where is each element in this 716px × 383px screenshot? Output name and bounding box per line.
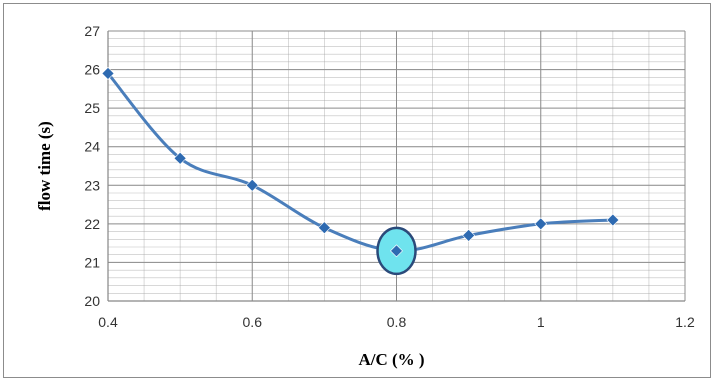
- chart-area: 20 21 22 23 24 25 26 27 0.4 0.6 0.8 1 1.2 A/C (% ) flo…: [3, 3, 711, 378]
- x-axis-title: A/C (% ): [358, 350, 424, 369]
- data-point: [101, 67, 115, 80]
- data-point: [390, 244, 403, 258]
- data-point: [462, 229, 476, 242]
- data-point: [245, 178, 259, 192]
- data-point: [606, 213, 620, 227]
- x-tick-label: 0.6: [243, 314, 263, 330]
- y-tick-label: 22: [84, 216, 100, 232]
- data-point: [534, 217, 548, 231]
- y-tick-label: 24: [84, 139, 100, 155]
- y-tick-label: 20: [84, 293, 100, 309]
- labels: 20 21 22 23 24 25 26 27 0.4 0.6 0.8 1 1.2 A/C (% ) flo…: [35, 23, 695, 369]
- data-point: [317, 221, 331, 235]
- data-point: [173, 151, 187, 165]
- y-tick-label: 27: [84, 23, 100, 39]
- y-tick-label: 21: [84, 254, 100, 270]
- line-chart: 20 21 22 23 24 25 26 27 0.4 0.6 0.8 1 1.2 A/C (% ) flo…: [35, 23, 695, 369]
- y-axis-title: flow time (s): [35, 121, 54, 211]
- x-tick-label: 0.4: [98, 314, 118, 330]
- grid: [107, 30, 686, 302]
- y-tick-label: 25: [84, 100, 100, 116]
- x-tick-label: 1: [537, 314, 545, 330]
- y-tick-label: 26: [84, 62, 100, 78]
- x-tick-label: 1.2: [675, 314, 695, 330]
- series: [101, 67, 620, 276]
- y-tick-label: 23: [84, 177, 100, 193]
- x-tick-label: 0.8: [387, 314, 407, 330]
